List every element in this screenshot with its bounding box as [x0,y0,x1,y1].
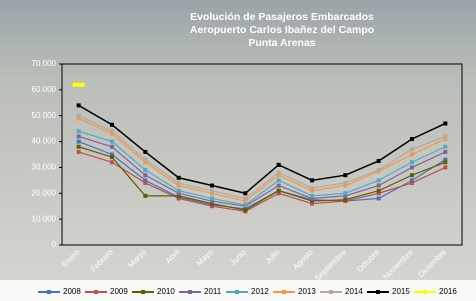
point-marker [410,137,414,141]
point-marker [310,194,314,198]
point-marker [377,159,381,163]
point-marker [243,203,247,207]
legend-label: 2014 [345,287,363,296]
y-tick-label: 0 [52,240,57,249]
point-marker [110,129,114,133]
point-marker [343,191,347,195]
point-marker [177,176,181,180]
point-marker [143,194,147,198]
point-marker [243,208,247,212]
point-marker [77,150,81,154]
legend-marker [376,290,380,294]
point-marker [77,145,81,149]
y-tick-label: 40.000 [32,137,57,146]
point-marker [377,178,381,182]
point-marker [143,168,147,172]
point-marker [77,129,81,133]
legend-marker [141,290,145,294]
y-tick-label: 30.000 [32,163,57,172]
legend-label: 2011 [204,287,222,296]
point-marker [377,189,381,193]
chart-title: Punta Arenas [248,37,315,49]
point-marker [243,196,247,200]
point-marker [177,189,181,193]
point-marker [210,189,214,193]
y-tick-label: 10.000 [32,214,57,223]
point-marker [143,181,147,185]
point-marker [210,196,214,200]
point-marker [277,163,281,167]
point-marker [110,123,114,127]
point-marker [143,150,147,154]
legend-marker [94,290,98,294]
point-marker [277,171,281,175]
chart: Evolución de Pasajeros Embarcados Aeropu… [0,0,476,301]
point-marker [410,147,414,151]
legend-label: 2012 [251,287,269,296]
point-marker [443,150,447,154]
point-marker [443,134,447,138]
legend-marker [329,290,333,294]
point-marker [277,184,281,188]
point-marker [110,160,114,164]
point-marker [277,189,281,193]
point-marker [77,103,81,107]
chart-title: Aeropuerto Carlos Ibañez del Campo [190,24,374,36]
point-marker [210,184,214,188]
point-marker [110,140,114,144]
point-marker [310,178,314,182]
point-marker [343,173,347,177]
y-tick-label: 20.000 [32,188,57,197]
point-marker [243,191,247,195]
point-marker [143,173,147,177]
point-marker [143,158,147,162]
chart-title: Evolución de Pasajeros Embarcados [190,11,374,23]
point-marker [443,165,447,169]
point-marker [277,178,281,182]
point-marker [410,181,414,185]
point-marker [443,121,447,125]
legend-marker [188,290,192,294]
legend-marker [423,290,427,294]
point-marker [410,160,414,164]
point-marker [77,140,81,144]
legend-label: 2015 [392,287,410,296]
point-marker [110,145,114,149]
point-marker [410,173,414,177]
point-marker [377,168,381,172]
point-marker [310,186,314,190]
legend-label: 2008 [63,287,81,296]
legend-marker [282,290,286,294]
legend-label: 2010 [157,287,175,296]
point-marker [410,153,414,157]
point-marker [77,114,81,118]
point-marker [377,196,381,200]
point-marker [343,198,347,202]
legend-marker [47,290,51,294]
point-marker [377,184,381,188]
point-marker [410,165,414,169]
point-marker [177,181,181,185]
y-tick-label: 70.000 [32,59,57,68]
point-marker [443,160,447,164]
legend-label: 2013 [298,287,316,296]
y-tick-label: 50.000 [32,111,57,120]
point-marker [73,83,85,87]
point-marker [443,145,447,149]
legend-label: 2016 [439,287,457,296]
point-marker [77,134,81,138]
point-marker [110,155,114,159]
legend-marker [235,290,239,294]
legend-label: 2009 [110,287,128,296]
point-marker [343,181,347,185]
y-tick-label: 60.000 [32,85,57,94]
